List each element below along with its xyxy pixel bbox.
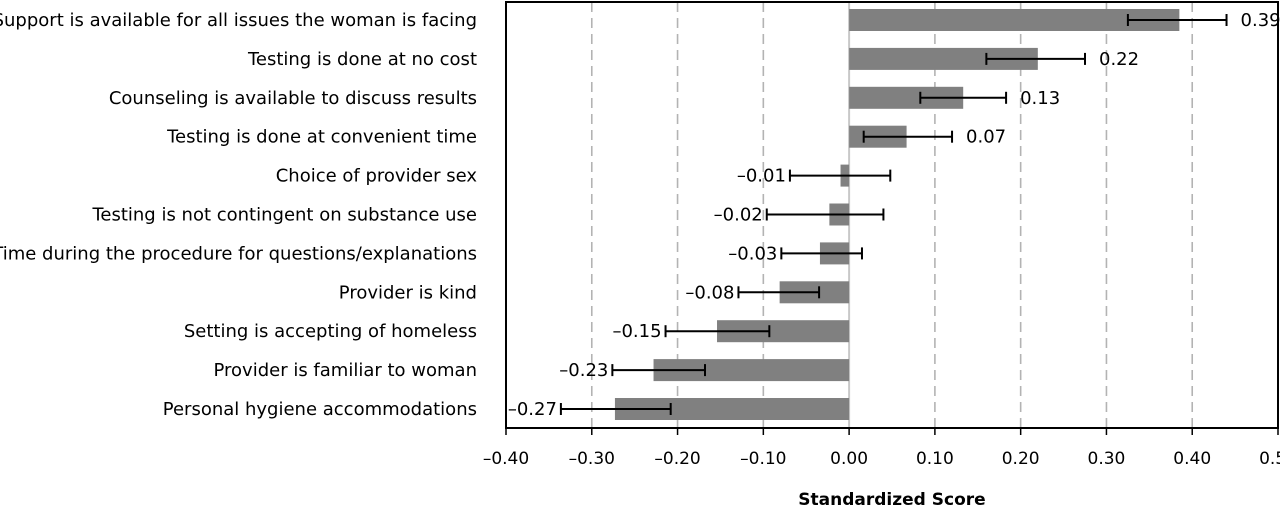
- x-tick-label: 0.30: [1088, 449, 1126, 469]
- category-label: Time during the procedure for questions/…: [0, 243, 477, 264]
- x-tick-label: 0.20: [1002, 449, 1040, 469]
- x-tick-label: 0.50: [1259, 449, 1280, 469]
- category-label: Personal hygiene accommodations: [163, 399, 477, 420]
- data-label: –0.08: [685, 282, 734, 303]
- category-label: Support is available for all issues the …: [0, 10, 477, 31]
- category-label: Counseling is available to discuss resul…: [109, 88, 477, 109]
- bar: [849, 47, 1038, 70]
- category-label: Provider is familiar to woman: [214, 360, 478, 381]
- category-label: Provider is kind: [339, 282, 477, 303]
- x-tick-label: 0.10: [916, 449, 954, 469]
- category-label: Testing is done at no cost: [247, 49, 477, 70]
- data-label: –0.15: [612, 321, 661, 342]
- x-axis-title: Standardized Score: [798, 490, 985, 510]
- x-tick-label: 0.40: [1173, 449, 1211, 469]
- category-label: Testing is not contingent on substance u…: [91, 205, 477, 226]
- x-tick-label: –0.30: [569, 449, 615, 469]
- plot-frame: [505, 1, 1279, 429]
- bar: [849, 9, 1180, 31]
- bar: [849, 86, 964, 109]
- data-label: 0.13: [1020, 88, 1060, 109]
- data-label: 0.22: [1099, 49, 1139, 70]
- category-label: Testing is done at convenient time: [166, 127, 477, 148]
- data-label: 0.39: [1241, 10, 1280, 31]
- x-tick-label: –0.20: [654, 449, 700, 469]
- bar: [653, 359, 850, 382]
- data-label: –0.23: [559, 360, 608, 381]
- data-label: –0.02: [714, 205, 763, 226]
- x-tick-label: –0.40: [483, 449, 529, 469]
- bar: [717, 320, 850, 343]
- bar: [614, 398, 850, 420]
- data-label: –0.03: [728, 243, 777, 264]
- data-label: –0.27: [508, 399, 557, 420]
- category-label: Choice of provider sex: [276, 166, 478, 187]
- x-tick-label: –0.10: [740, 449, 786, 469]
- category-label: Setting is accepting of homeless: [184, 321, 477, 342]
- data-label: 0.07: [966, 127, 1006, 148]
- data-label: –0.01: [737, 166, 786, 187]
- x-tick-label: 0.00: [830, 449, 868, 469]
